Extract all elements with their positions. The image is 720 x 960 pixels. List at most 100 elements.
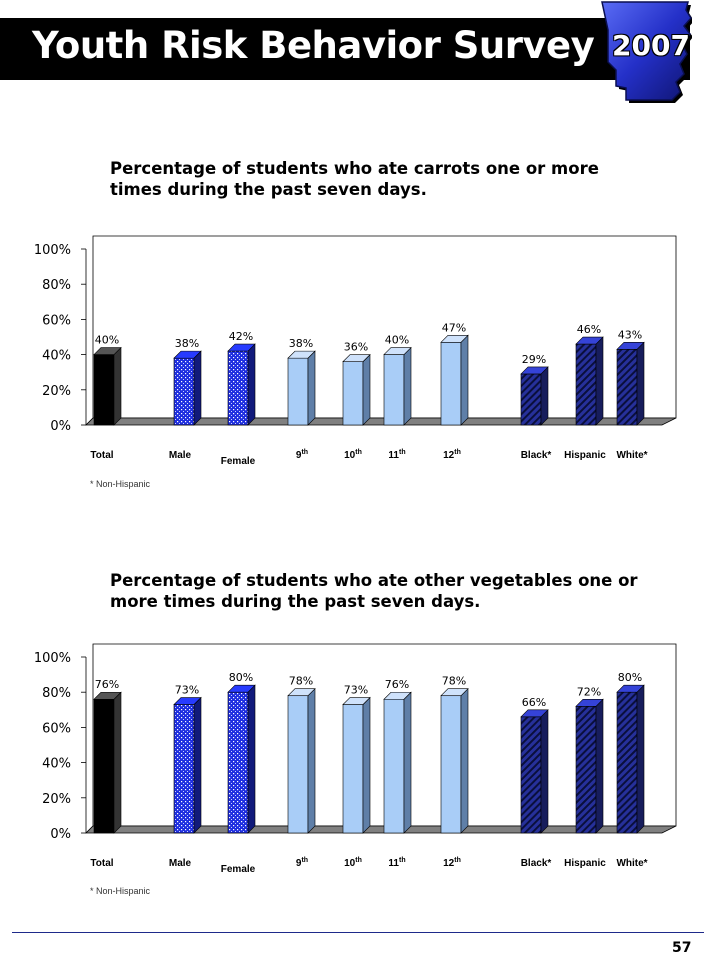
bar-side (403, 346, 412, 426)
bar-front (575, 705, 597, 834)
bar-value-label: 80% (618, 671, 642, 684)
bar-top (520, 366, 549, 375)
x-category-label: Total (90, 450, 113, 461)
bar-side (403, 691, 412, 834)
bar (440, 334, 469, 426)
bar-value-label: 80% (229, 671, 253, 684)
bar-value-label: 78% (289, 675, 313, 688)
bar-side (636, 684, 645, 834)
bar (287, 687, 316, 834)
y-tick-label: 80% (42, 686, 71, 701)
bar-value-label: 46% (577, 323, 601, 336)
y-tick-label: 60% (42, 721, 71, 736)
bar-top (575, 336, 604, 345)
survey-year: 2007 (612, 29, 690, 62)
bar-value-label: 78% (442, 675, 466, 688)
bar (93, 346, 122, 426)
x-category-label: Black* (521, 858, 552, 869)
y-tick-label: 0% (50, 419, 71, 434)
bar-value-label: 43% (618, 328, 642, 341)
bar (227, 343, 256, 426)
bar-value-label: 38% (175, 337, 199, 350)
bar-value-label: 42% (229, 330, 253, 343)
bar-top (342, 697, 371, 705)
bar-side (113, 691, 122, 834)
bar-front (383, 698, 405, 834)
bar-value-label: 36% (344, 341, 368, 354)
arkansas-state-shape-icon (601, 1, 692, 103)
bar-value-label: 72% (577, 685, 601, 698)
carrots-bar-chart: 0% 20% 40% 60% 80% 100% 40% 38% 42% 38% 36% 40% 47% 2… (34, 235, 677, 467)
bar-front (173, 704, 195, 834)
other-vegetables-bar-chart: 0% 20% 40% 60% 80% 100% 76% 73% 80% 78% 73% 76% 78% 6… (34, 643, 677, 875)
chart-2-title: Percentage of students who ate other veg… (110, 571, 638, 611)
bar-value-label: 73% (344, 684, 368, 697)
bar-side (362, 696, 371, 834)
x-category-label: Hispanic (564, 858, 606, 869)
bar (575, 698, 604, 834)
y-tick-label: 0% (50, 827, 71, 842)
bar-side (540, 709, 549, 834)
bar-front (440, 695, 462, 834)
bar-top (227, 684, 256, 693)
x-category-label: 10th (344, 449, 362, 461)
bar-front (440, 341, 462, 426)
bar-top (383, 347, 412, 355)
x-category-labels: Total Male Female 9th 10th 11th 12th Black* Hisp… (90, 857, 647, 875)
bar-front (287, 357, 309, 426)
x-category-label: 9th (296, 857, 308, 869)
y-tick-label: 60% (42, 313, 71, 328)
bar (173, 696, 202, 834)
x-category-label: Female (221, 456, 256, 467)
bar (616, 341, 645, 426)
y-tick-label: 40% (42, 349, 71, 364)
bar-top (227, 343, 256, 352)
x-category-label: Male (169, 858, 192, 869)
x-category-label: 11th (388, 857, 405, 869)
footer-rule (12, 932, 704, 933)
bar-front (616, 691, 638, 834)
chart-1-title: Percentage of students who ate carrots o… (110, 159, 599, 199)
bar-top (93, 347, 122, 355)
bar (520, 709, 549, 834)
x-category-label: White* (616, 450, 647, 461)
bar (93, 691, 122, 834)
bar-value-label: 40% (95, 334, 119, 347)
bar (616, 684, 645, 834)
bar-side (113, 346, 122, 426)
bar-front (520, 373, 542, 426)
bar (575, 336, 604, 426)
x-category-label: 12th (443, 857, 461, 869)
y-tick-labels: 0% 20% 40% 60% 80% 100% (34, 651, 86, 842)
bar-front (93, 698, 115, 834)
x-category-label: Female (221, 864, 256, 875)
x-category-label: 10th (344, 857, 362, 869)
bar-front (520, 716, 542, 834)
bar-side (193, 350, 202, 426)
bar-value-label: 73% (175, 684, 199, 697)
bar-side (307, 687, 316, 834)
bar-front (227, 691, 249, 834)
bar-side (247, 684, 256, 834)
bar-front (287, 695, 309, 834)
bar (440, 687, 469, 834)
bar-value-label: 40% (385, 334, 409, 347)
y-tick-label: 20% (42, 792, 71, 807)
bar-top (616, 684, 645, 693)
bar (287, 350, 316, 426)
bar-side (636, 341, 645, 426)
x-category-label: White* (616, 858, 647, 869)
bar-front (342, 361, 364, 426)
bar-top (342, 354, 371, 362)
bar-value-label: 76% (95, 678, 119, 691)
y-tick-label: 80% (42, 278, 71, 293)
bar-side (193, 696, 202, 834)
bar-side (460, 687, 469, 834)
bar-side (247, 343, 256, 426)
bar-side (540, 366, 549, 426)
bar-top (440, 688, 469, 697)
x-category-label: Black* (521, 450, 552, 461)
x-category-label: Male (169, 450, 192, 461)
bar-front (616, 349, 638, 426)
y-tick-label: 40% (42, 757, 71, 772)
